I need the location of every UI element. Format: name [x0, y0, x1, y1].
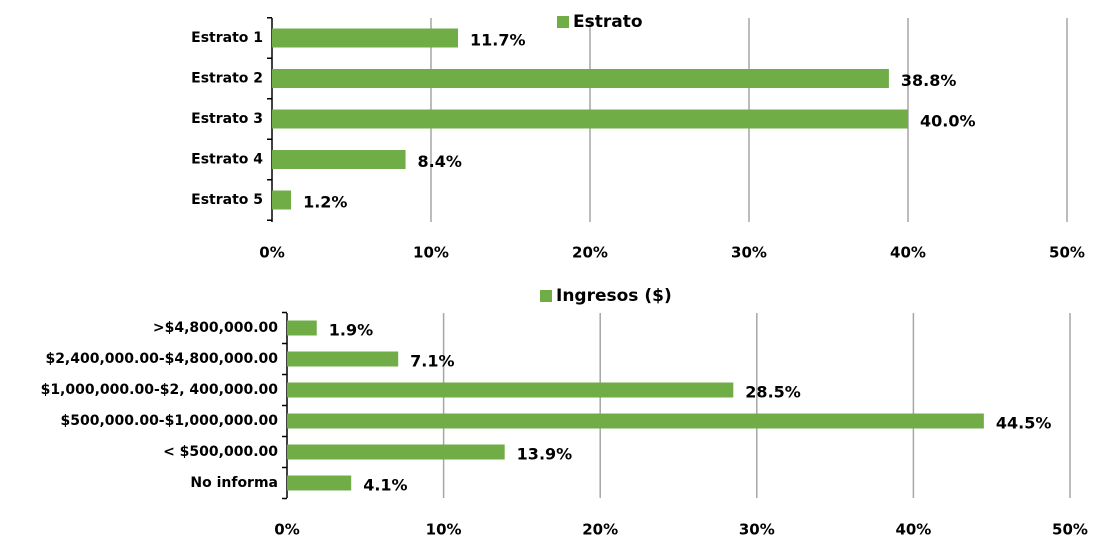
category-label: Estrato 1 [191, 30, 263, 46]
value-label: 11.7% [470, 31, 526, 50]
value-label: 8.4% [418, 152, 462, 171]
x-tick-label: 30% [739, 521, 775, 537]
value-label: 40.0% [920, 112, 976, 131]
value-label: 38.8% [901, 71, 957, 90]
legend-swatch [557, 16, 569, 28]
legend-label: Ingresos ($) [556, 286, 672, 306]
bar [272, 28, 459, 48]
category-label: < $500,000.00 [163, 444, 278, 460]
value-label: 1.9% [329, 321, 373, 340]
category-label: Estrato 4 [191, 152, 263, 168]
bar [272, 69, 889, 88]
x-tick-label: 40% [895, 521, 931, 537]
bar [287, 351, 399, 367]
bar [287, 382, 734, 398]
x-tick-label: 40% [890, 244, 926, 262]
bar [287, 320, 317, 336]
value-label: 7.1% [410, 352, 454, 371]
x-tick-label: 10% [426, 521, 462, 537]
category-label: Estrato 2 [191, 71, 263, 87]
category-label: No informa [190, 475, 278, 491]
x-tick-label: 20% [572, 244, 608, 262]
x-tick-label: 50% [1052, 521, 1088, 537]
legend-swatch [540, 290, 552, 302]
bar [287, 413, 984, 429]
x-tick-label: 0% [259, 244, 284, 262]
category-label: Estrato 5 [191, 192, 263, 208]
x-tick-label: 50% [1049, 244, 1085, 262]
bar [272, 150, 406, 169]
value-label: 1.2% [303, 193, 347, 212]
bar [287, 444, 505, 460]
bar [272, 109, 908, 129]
category-label: $1,000,000.00-$2, 400,000.00 [41, 382, 279, 398]
x-tick-label: 30% [731, 244, 767, 262]
category-label: >$4,800,000.00 [153, 320, 278, 336]
x-tick-label: 20% [582, 521, 618, 537]
category-label: $2,400,000.00-$4,800,000.00 [45, 351, 278, 367]
category-label: Estrato 3 [191, 111, 263, 127]
category-label: $500,000.00-$1,000,000.00 [61, 413, 279, 429]
x-tick-label: 10% [413, 244, 449, 262]
bar [287, 475, 352, 491]
bar [272, 190, 292, 210]
legend-label: Estrato [573, 12, 643, 32]
value-label: 13.9% [517, 445, 573, 464]
value-label: 44.5% [996, 414, 1052, 433]
value-label: 28.5% [745, 383, 801, 402]
value-label: 4.1% [363, 476, 407, 495]
x-tick-label: 0% [274, 521, 299, 537]
